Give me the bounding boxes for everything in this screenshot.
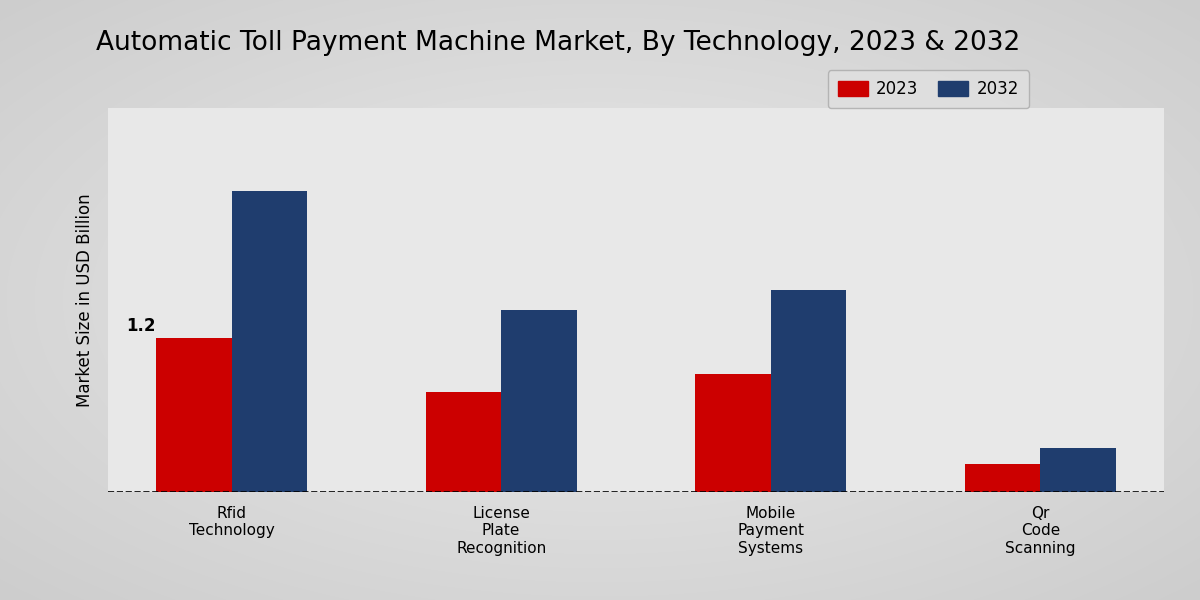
Bar [156,338,232,492]
Bar [695,374,770,492]
Legend: 2023, 2032: 2023, 2032 [828,70,1028,108]
Bar [965,464,1040,492]
Bar [770,290,846,492]
Bar [426,392,502,492]
Bar [232,191,307,492]
Text: Automatic Toll Payment Machine Market, By Technology, 2023 & 2032: Automatic Toll Payment Machine Market, B… [96,30,1020,56]
Text: 1.2: 1.2 [126,317,156,335]
Bar [1040,448,1116,492]
Y-axis label: Market Size in USD Billion: Market Size in USD Billion [76,193,94,407]
Bar [502,310,577,492]
